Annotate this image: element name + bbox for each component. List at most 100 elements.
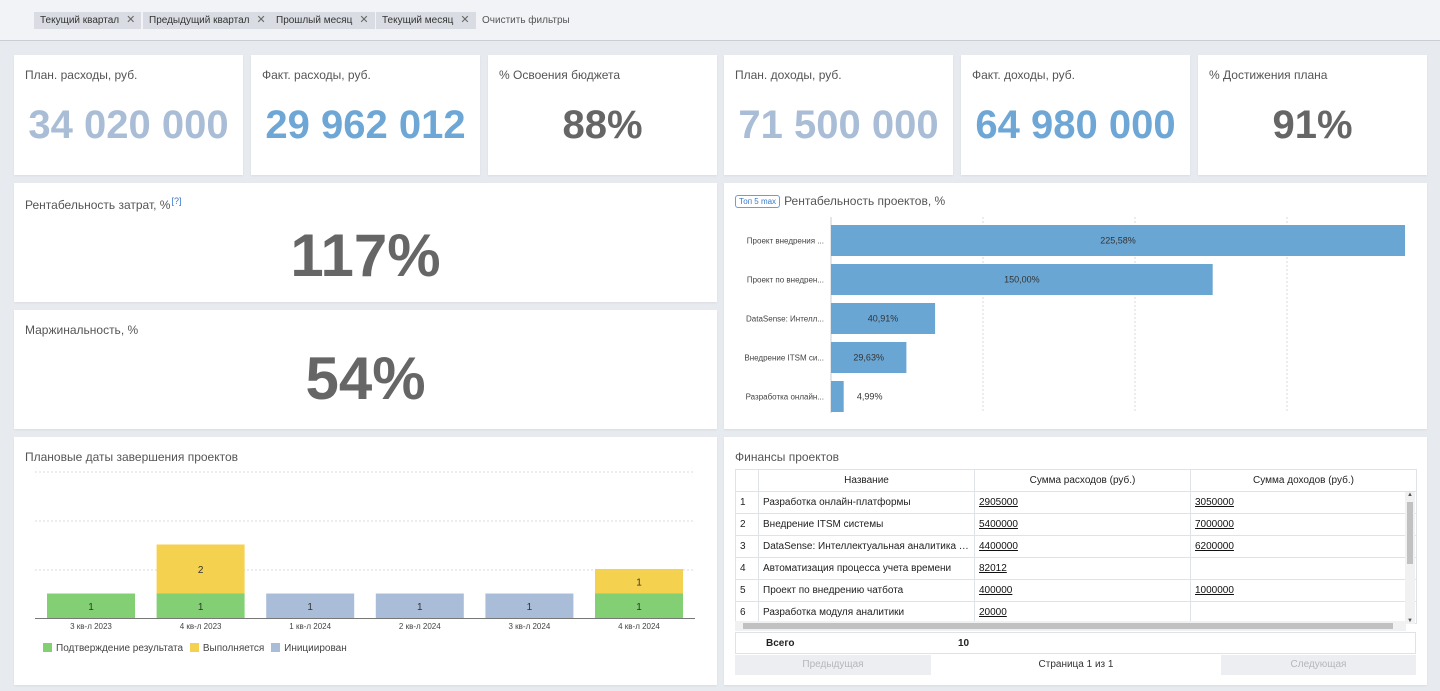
data-label: 1 [636, 577, 642, 588]
row-index: 1 [735, 491, 759, 514]
table-row: 2 Внедрение ITSM системы 5400000 7000000 [735, 513, 1417, 536]
expense-link[interactable]: 82012 [979, 563, 1007, 574]
legend-label: Инициирован [284, 643, 347, 654]
profitability-title-text: Рентабельность затрат, % [25, 198, 171, 212]
margin-card: Маржинальность, % 54% [14, 310, 717, 429]
clear-filters-link[interactable]: Очистить фильтры [482, 15, 570, 26]
margin-title: Маржинальность, % [25, 323, 139, 337]
projects-chart-header: Топ 5 max Рентабельность проектов, % [735, 194, 945, 208]
project-name: DataSense: Интеллектуальная аналитика д.… [758, 535, 975, 558]
kpi-title: Факт. расходы, руб. [262, 68, 371, 82]
bar[interactable] [831, 303, 936, 334]
completion-dates-chart: 1 3 кв-л 2023 1 2 4 кв-л 2023 1 1 кв-л 2024 1 2 … [35, 471, 695, 631]
scroll-down-icon[interactable]: ▼ [1407, 618, 1413, 624]
close-icon[interactable]: ✕ [460, 14, 470, 26]
income-link[interactable]: 7000000 [1195, 519, 1234, 530]
scroll-thumb[interactable] [1407, 502, 1413, 564]
legend-item-in-progress[interactable]: Выполняется [189, 643, 264, 654]
total-label: Всего [766, 638, 795, 649]
projects-profitability-card: Топ 5 max Рентабельность проектов, % Прое… [724, 183, 1427, 429]
column-header-expense[interactable]: Сумма расходов (руб.) [974, 469, 1191, 492]
bar-segment[interactable] [595, 593, 683, 619]
data-label: 29,63% [853, 353, 884, 363]
help-icon[interactable]: [?] [171, 196, 182, 206]
filter-chip-label: Прошлый месяц [276, 15, 353, 26]
bar-segment[interactable] [485, 593, 574, 619]
margin-value: 54% [305, 345, 426, 412]
expense-link[interactable]: 400000 [979, 585, 1013, 596]
income-link[interactable]: 6200000 [1195, 541, 1234, 552]
top5-badge[interactable]: Топ 5 max [735, 195, 781, 208]
bar[interactable] [831, 225, 1405, 256]
expense-link[interactable]: 4400000 [979, 541, 1018, 552]
vertical-scrollbar[interactable]: ▲ ▼ [1405, 492, 1415, 624]
tick-label: 1 кв-л 2024 [289, 622, 331, 631]
project-name: Автоматизация процесса учета времени [758, 557, 975, 580]
kpi-value: 29 962 012 [265, 103, 466, 147]
tick-label: 4 кв-л 2024 [618, 622, 660, 631]
category-label: Проект внедрения ... [747, 237, 824, 246]
close-icon[interactable]: ✕ [126, 14, 136, 26]
income-link[interactable]: 1000000 [1195, 585, 1234, 596]
project-name: Разработка онлайн-платформы [758, 491, 975, 514]
tick-label: 4 кв-л 2023 [180, 622, 222, 631]
kpi-card-fact-income: Факт. доходы, руб. 64 980 000 [961, 55, 1190, 175]
filter-chip-current-quarter[interactable]: Текущий квартал ✕ [34, 12, 142, 29]
profitability-title: Рентабельность затрат, %[?] [25, 196, 181, 212]
expense-link[interactable]: 2905000 [979, 497, 1018, 508]
table-header-row: Название Сумма расходов (руб.) Сумма дох… [735, 469, 1417, 492]
kpi-value: 71 500 000 [738, 103, 939, 147]
finance-title: Финансы проектов [735, 450, 840, 464]
legend-item-confirmation[interactable]: Подтверждение результата [43, 643, 183, 654]
column-header-income[interactable]: Сумма доходов (руб.) [1190, 469, 1417, 492]
tick-label: 3 кв-л 2024 [509, 622, 551, 631]
legend-item-initiated[interactable]: Инициирован [271, 643, 347, 654]
legend-label: Подтверждение результата [56, 643, 184, 654]
bar[interactable] [831, 381, 844, 412]
filter-chip-last-month[interactable]: Прошлый месяц ✕ [270, 12, 375, 29]
expense-link[interactable]: 5400000 [979, 519, 1018, 530]
horizontal-scrollbar[interactable] [735, 621, 1406, 631]
chart-legend: Подтверждение результата Выполняется Ини… [43, 643, 351, 654]
next-page-button[interactable]: Следующая [1221, 655, 1416, 675]
kpi-title: План. расходы, руб. [25, 68, 138, 82]
scroll-thumb[interactable] [743, 623, 1393, 629]
prev-page-button[interactable]: Предыдущая [735, 655, 931, 675]
close-icon[interactable]: ✕ [359, 14, 369, 26]
project-name: Проект по внедрению чатбота [758, 579, 975, 602]
filter-bar: Текущий квартал ✕ Предыдущий квартал ✕ Про… [0, 0, 1440, 41]
kpi-value: 64 980 000 [975, 103, 1176, 147]
bar-segment[interactable] [156, 593, 245, 619]
scroll-up-icon[interactable]: ▲ [1407, 492, 1413, 498]
bar-segment[interactable] [595, 569, 683, 594]
bar[interactable] [831, 264, 1213, 295]
kpi-card-plan-achievement: % Достижения плана 91% [1198, 55, 1427, 175]
filter-chip-label: Текущий месяц [382, 15, 454, 26]
expense-link[interactable]: 20000 [979, 607, 1007, 618]
kpi-card-budget-usage: % Освоения бюджета 88% [488, 55, 717, 175]
filter-chip-label: Предыдущий квартал [149, 15, 250, 26]
bar-segment[interactable] [156, 544, 245, 594]
profitability-card: Рентабельность затрат, %[?] 117% [14, 183, 717, 302]
bar-segment[interactable] [266, 593, 355, 619]
filter-chip-current-month[interactable]: Текущий месяц ✕ [376, 12, 476, 29]
bar[interactable] [831, 342, 907, 373]
close-icon[interactable]: ✕ [256, 14, 266, 26]
legend-swatch [43, 643, 52, 652]
kpi-title: Факт. доходы, руб. [972, 68, 1076, 82]
bar-segment[interactable] [375, 593, 464, 619]
filter-chip-previous-quarter[interactable]: Предыдущий квартал ✕ [143, 12, 272, 29]
projects-profitability-chart: Проект внедрения ... 225,58% Проект по вне… [744, 217, 1405, 413]
kpi-card-fact-expenses: Факт. расходы, руб. 29 962 012 [251, 55, 480, 175]
income-link[interactable]: 3050000 [1195, 497, 1234, 508]
data-label: 1 [307, 602, 313, 613]
category-label: DataSense: Интелл... [746, 315, 824, 324]
data-label: 1 [527, 602, 533, 613]
legend-swatch [189, 643, 199, 652]
column-header-name[interactable]: Название [758, 469, 975, 492]
data-label: 1 [417, 602, 423, 613]
data-label: 150,00% [1004, 275, 1040, 285]
finance-table: Название Сумма расходов (руб.) Сумма дох… [735, 469, 1417, 624]
total-count: 10 [958, 638, 970, 649]
bar-segment[interactable] [47, 593, 135, 619]
